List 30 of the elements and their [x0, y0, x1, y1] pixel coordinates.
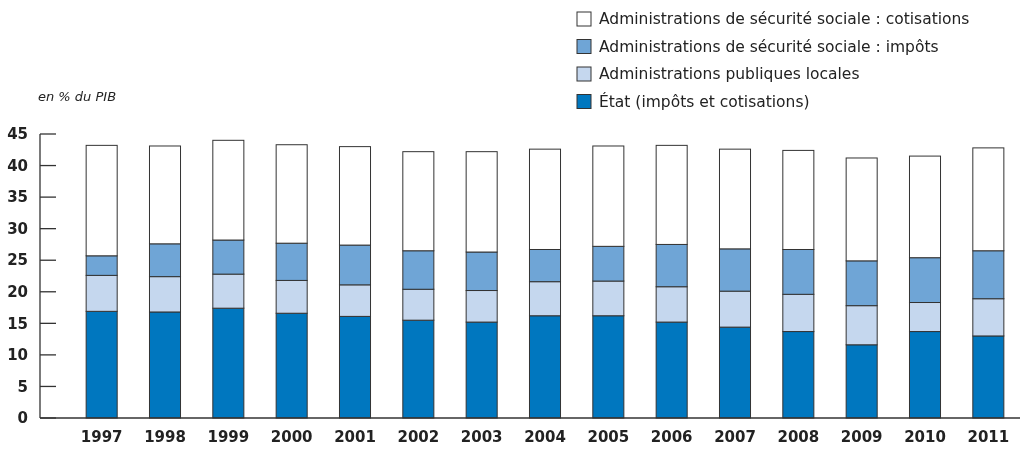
x-tick-label: 2006 [650, 428, 693, 446]
y-tick-label: 25 [7, 251, 28, 270]
x-tick-label: 2009 [840, 428, 883, 446]
legend-label: Administrations de sécurité sociale : cotisations [599, 10, 970, 29]
x-tick-label: 2007 [714, 428, 756, 446]
x-tick-label: 2000 [270, 428, 313, 446]
x-tick-label: 1999 [207, 428, 250, 446]
x-tick-label: 1998 [144, 428, 186, 446]
y-tick-label: 0 [17, 409, 28, 428]
x-tick-label: 2005 [587, 428, 630, 446]
y-tick-label: 10 [7, 346, 28, 365]
x-tick-label: 2003 [460, 428, 503, 446]
x-tick-label: 2004 [524, 428, 566, 446]
legend-label: Administrations de sécurité sociale : impôts [599, 37, 939, 56]
x-tick-label: 2008 [777, 428, 820, 446]
x-tick-label: 2002 [397, 428, 440, 446]
y-tick-label: 5 [17, 377, 28, 396]
x-tick-label: 2011 [967, 428, 1010, 446]
y-tick-label: 40 [7, 156, 28, 175]
x-tick-label: 2010 [904, 428, 946, 446]
x-tick-label: 1997 [80, 428, 123, 446]
y-tick-label: 15 [7, 314, 28, 333]
legend-label: État (impôts et cotisations) [599, 91, 810, 111]
y-tick-label: 30 [7, 219, 28, 238]
x-tick-label: 2001 [334, 428, 376, 446]
y-tick-label: 45 [7, 125, 28, 144]
y-tick-label: 20 [7, 283, 28, 302]
y-axis-title: en % du PIB [38, 89, 117, 104]
legend-label: Administrations publiques locales [599, 65, 860, 84]
y-tick-label: 35 [7, 188, 28, 207]
